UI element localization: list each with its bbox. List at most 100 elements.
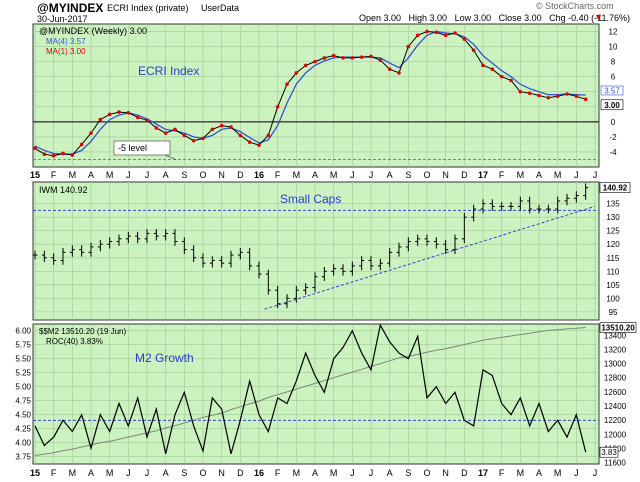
ecri-last-box-ma4 — [600, 85, 624, 96]
ecri-ma1-point — [341, 56, 345, 60]
iwm-ytick-115: 115 — [607, 254, 620, 263]
ecri-ma1-point — [453, 31, 457, 35]
ecri-note: -5 level — [118, 143, 147, 153]
iwm-ytick-105: 105 — [606, 281, 620, 290]
ecri-ma1-point — [490, 67, 495, 71]
month-label-O-9: O — [199, 468, 206, 478]
month-label-J-30: J — [593, 170, 598, 180]
ecri-ma1-point — [322, 56, 327, 60]
month-label-16-12: 16 — [254, 468, 264, 478]
month-label-O-21: O — [423, 170, 430, 180]
m2-last-roc: 3.83 — [601, 448, 617, 457]
month-label-17-24: 17 — [478, 468, 488, 478]
iwm-panel: 95 100 105 110 115 120 125 130 135 IWM 140.92 Sm… — [32, 181, 631, 321]
month-label-S-8: S — [181, 170, 187, 180]
ecri-ma1-point — [238, 133, 243, 138]
ecri-ma1-point — [294, 71, 299, 75]
m2-ytick-right-12200: 12200 — [604, 416, 627, 425]
ecri-ma1-point — [574, 94, 579, 99]
month-label-M-26: M — [517, 170, 525, 180]
ecri-ma1-point — [70, 153, 75, 157]
month-label-J-30: J — [593, 468, 598, 478]
month-label-A-15: A — [312, 170, 318, 180]
ecri-ma1-point — [229, 125, 233, 129]
m2-ytick-left-5.00: 5.00 — [15, 383, 31, 392]
m2-ytick-right-13000: 13000 — [604, 360, 627, 369]
ecri-ma1-point — [257, 143, 261, 147]
month-label-J-29: J — [574, 170, 579, 180]
ecri-ma1-point — [247, 140, 252, 144]
month-label-J-6: J — [145, 468, 150, 478]
month-label-M-16: M — [330, 170, 338, 180]
stockcharts-brand: © StockCharts.com — [536, 1, 614, 11]
month-label-M-2: M — [69, 468, 77, 478]
xaxis-bottom: 15 F M A M J J A S O N D 16 F M A M J J A S O N D 17 F M A M J J — [30, 468, 597, 478]
ecri-last-labels: 3.57 3.00 — [600, 85, 624, 111]
month-label-D-23: D — [461, 468, 468, 478]
ecri-note-pointer — [164, 154, 177, 160]
ecri-ma1-point — [285, 82, 289, 87]
month-label-M-14: M — [293, 468, 301, 478]
header-quote: Open 3.00 High 3.00 Low 3.00 Close 3.00 … — [359, 13, 630, 23]
month-label-J-5: J — [126, 468, 131, 478]
m2-ytick-left-4.00: 4.00 — [15, 439, 31, 448]
ecri-ma1-point — [499, 74, 504, 79]
m2-legend-1: ROC(40) 3.83% — [46, 337, 103, 346]
ecri-ma1-point — [537, 93, 541, 98]
ecri-ma1-point — [378, 58, 383, 62]
m2-last-box-level — [599, 322, 637, 333]
ecri-ma1-point — [107, 112, 112, 117]
month-label-16-12: 16 — [254, 170, 264, 180]
month-label-F-25: F — [499, 170, 505, 180]
month-label-N-10: N — [218, 468, 225, 478]
header-symbol: @MYINDEX — [37, 1, 104, 15]
ecri-ytick--2: -2 — [609, 133, 617, 142]
month-label-17-24: 17 — [478, 170, 488, 180]
month-label-M-4: M — [106, 468, 114, 478]
m2-ytick-left-4.50: 4.50 — [15, 411, 31, 420]
ecri-ma1-point — [219, 123, 224, 128]
iwm-ytick-120: 120 — [606, 240, 620, 249]
iwm-refs — [33, 205, 599, 310]
ecri-ma1-point — [565, 92, 569, 96]
ecri-series — [33, 29, 588, 158]
m2-ytick-right-12000: 12000 — [604, 430, 627, 439]
month-label-F-13: F — [275, 170, 281, 180]
m2-ytick-left-5.75: 5.75 — [15, 341, 31, 350]
ecri-ytick-12: 12 — [609, 28, 618, 37]
iwm-grid — [33, 182, 599, 320]
ecri-ma1-point — [275, 104, 280, 109]
m2-series — [34, 323, 587, 456]
month-label-J-5: J — [126, 170, 131, 180]
m2-last-labels: 13510.20 3.83 — [599, 322, 637, 458]
month-label-M-2: M — [69, 170, 77, 180]
month-label-M-28: M — [554, 468, 562, 478]
iwm-panel-bg — [32, 181, 600, 321]
iwm-bars — [32, 183, 589, 309]
ecri-ma1-point — [266, 133, 271, 138]
m2-panel: 3.75 4.00 4.25 4.50 4.75 5.00 5.25 5.50 5.75 6.00… — [15, 322, 637, 468]
month-label-O-9: O — [199, 170, 206, 180]
month-label-S-20: S — [405, 468, 411, 478]
m2-ytick-right-12800: 12800 — [604, 374, 627, 383]
ecri-ma1-point — [126, 111, 131, 115]
m2-legend-0: $$M2 13510.20 (19 Jun) — [39, 327, 127, 336]
ecri-ma1-point — [33, 146, 37, 150]
ecri-ma1-point — [163, 131, 168, 135]
month-label-J-18: J — [369, 170, 374, 180]
ecri-ytick--4: -4 — [609, 148, 617, 157]
ecri-ma1-point — [135, 115, 140, 120]
ecri-ma1-point — [434, 30, 439, 35]
ecri-ma1-point — [406, 44, 411, 49]
ecri-ma1-point — [509, 78, 513, 83]
iwm-ytick-130: 130 — [606, 213, 620, 222]
month-label-A-15: A — [312, 468, 318, 478]
ecri-ma1-point — [387, 67, 392, 71]
m2-panel-bg — [32, 323, 600, 465]
xaxis-top: 15 F M A M J J A S O N D 16 F M A M J J A S O N D 17 F M A M J J — [30, 170, 597, 180]
ecri-ma1-point — [350, 56, 355, 60]
m2-level-line — [34, 327, 586, 456]
month-label-A-3: A — [88, 468, 94, 478]
month-label-N-10: N — [218, 170, 225, 180]
